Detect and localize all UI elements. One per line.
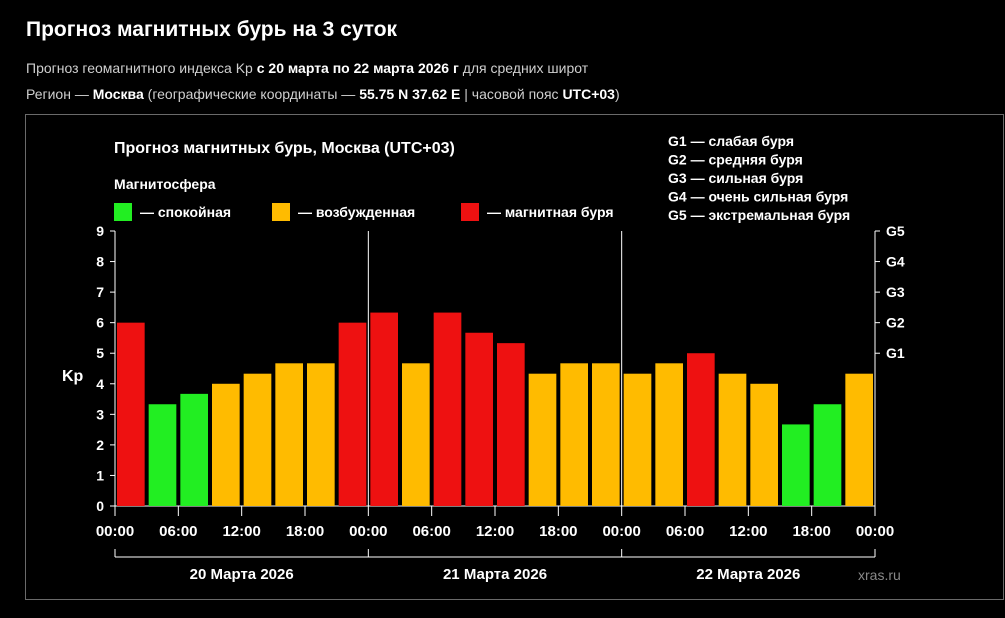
x-tick-label: 12:00 [222, 523, 260, 540]
y-axis-label: Kp [62, 368, 84, 385]
y-tick-label: 7 [96, 284, 104, 300]
day-label: 22 Марта 2026 [696, 566, 800, 583]
storm-scale-legend: G1 — слабая буря G2 — средняя буря G3 — си… [668, 133, 850, 223]
kp-bar [655, 363, 683, 506]
storm-scale-legend-item: G4 — очень сильная буря [668, 189, 848, 205]
kp-bar [307, 363, 335, 506]
region-city: Москва [92, 86, 144, 102]
magnetosphere-legend: — спокойная — возбужденная — магнитная бур… [114, 203, 614, 221]
kp-bar [212, 383, 240, 506]
legend-label: — возбужденная [298, 204, 415, 220]
y-tick-label: 3 [96, 406, 104, 422]
kp-bar [592, 363, 620, 506]
kp-bar [497, 343, 525, 506]
region-timezone: UTC+03 [562, 86, 615, 102]
storm-scale-legend-item: G3 — сильная буря [668, 170, 803, 186]
kp-bar [402, 363, 430, 506]
region-middle: (географические координаты — [143, 86, 360, 102]
kp-bar [370, 312, 398, 506]
g-scale-label: G3 [886, 284, 905, 300]
y-tick-label: 8 [96, 254, 104, 270]
plot-area: 0 1 2 3 4 5 6 7 8 9 G1 G2 G3 G4 G5 00:00 06:00 12:00 18:00… [96, 223, 905, 583]
legend-label: — спокойная [140, 204, 231, 220]
g-scale-label: G2 [886, 315, 905, 331]
x-tick-label: 12:00 [476, 523, 514, 540]
subtitle-prefix: Прогноз геомагнитного индекса Kp [26, 60, 257, 76]
x-tick-label: 18:00 [539, 523, 577, 540]
g-scale-label: G5 [886, 223, 905, 239]
y-tick-label: 0 [96, 498, 104, 514]
watermark: xras.ru [858, 567, 901, 583]
kp-bar [275, 363, 303, 506]
x-tick-label: 00:00 [96, 523, 134, 540]
storm-scale-legend-item: G2 — средняя буря [668, 152, 803, 168]
forecast-subtitle: Прогноз геомагнитного индекса Kp с 20 ма… [26, 60, 588, 76]
kp-bar [465, 332, 493, 506]
y-tick-label: 2 [96, 437, 104, 453]
page-title: Прогноз магнитных бурь на 3 суток [26, 18, 398, 41]
g-scale-label: G1 [886, 345, 905, 361]
kp-bar [148, 404, 177, 506]
y-tick-label: 6 [96, 315, 104, 331]
kp-bar [338, 322, 367, 506]
region-suffix: ) [614, 86, 620, 102]
legend-label: — магнитная буря [487, 204, 614, 220]
x-tick-label: 06:00 [666, 523, 704, 540]
region-prefix: Регион — [26, 86, 93, 102]
kp-bar [718, 373, 747, 506]
chart-frame: Прогноз магнитных бурь, Москва (UTC+03) … [25, 114, 1004, 600]
subtitle-dates: с 20 марта по 22 марта 2026 г [256, 60, 459, 76]
kp-bar [528, 373, 557, 506]
y-tick-label: 5 [96, 345, 104, 361]
kp-bar [180, 393, 208, 506]
kp-bar [687, 353, 715, 506]
region-tz-prefix: | часовой пояс [460, 86, 563, 102]
kp-bar [750, 383, 778, 506]
kp-bar [560, 363, 588, 506]
kp-bar [782, 424, 810, 506]
y-tick-label: 4 [96, 376, 104, 392]
x-tick-label: 00:00 [602, 523, 640, 540]
y-tick-label: 1 [96, 467, 104, 483]
kp-bar [813, 404, 842, 506]
kp-bar [433, 312, 462, 506]
kp-bar [623, 373, 652, 506]
legend-swatch [272, 203, 290, 221]
day-label: 21 Марта 2026 [443, 566, 547, 583]
region-line: Регион — Москва (географические координа… [26, 86, 620, 102]
x-tick-label: 00:00 [856, 523, 894, 540]
legend-title: Магнитосфера [114, 176, 216, 192]
subtitle-suffix: для средних широт [458, 60, 589, 76]
legend-swatch [461, 203, 479, 221]
day-label: 20 Марта 2026 [190, 566, 294, 583]
x-tick-label: 18:00 [286, 523, 324, 540]
x-tick-label: 00:00 [349, 523, 387, 540]
y-tick-label: 9 [96, 223, 104, 239]
region-coords: 55.75 N 37.62 E [359, 86, 461, 102]
kp-bar [845, 373, 873, 506]
x-tick-label: 12:00 [729, 523, 767, 540]
legend-swatch [114, 203, 132, 221]
kp-forecast-chart: Прогноз магнитных бурь, Москва (UTC+03) … [62, 133, 905, 583]
g-scale-label: G4 [886, 254, 905, 270]
x-tick-label: 06:00 [159, 523, 197, 540]
x-tick-label: 06:00 [412, 523, 450, 540]
storm-scale-legend-item: G1 — слабая буря [668, 133, 794, 149]
kp-bar [243, 373, 272, 506]
storm-scale-legend-item: G5 — экстремальная буря [668, 207, 850, 223]
kp-bar [117, 322, 145, 506]
chart-title: Прогноз магнитных бурь, Москва (UTC+03) [114, 140, 455, 157]
x-tick-label: 18:00 [792, 523, 830, 540]
